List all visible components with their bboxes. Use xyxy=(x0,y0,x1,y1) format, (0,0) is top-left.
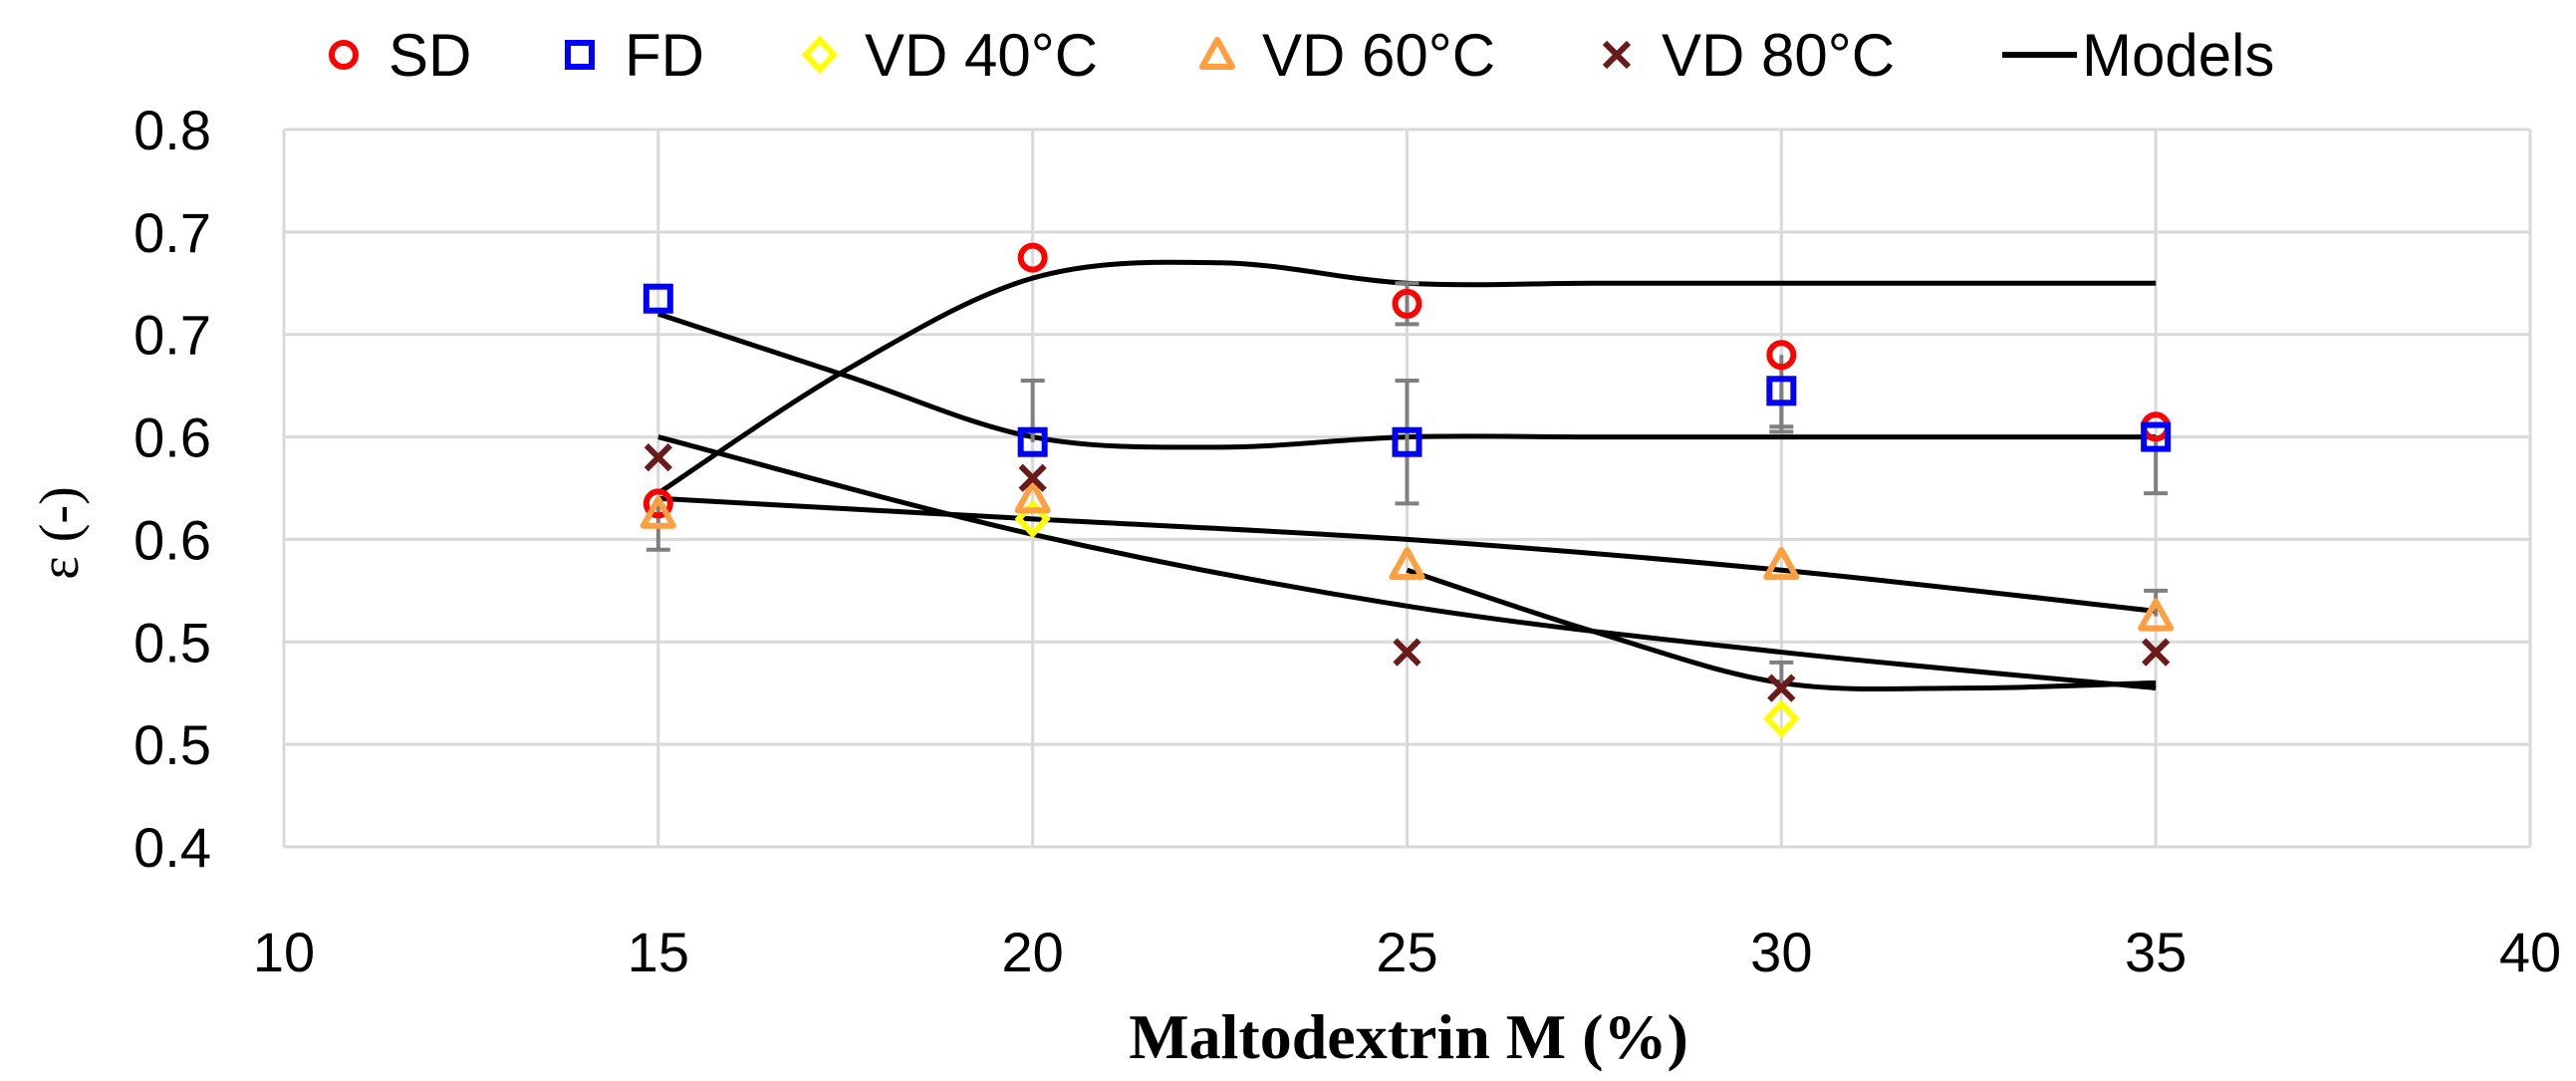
axes xyxy=(282,130,2530,849)
fd-point xyxy=(1392,426,1422,457)
sd-point xyxy=(1392,288,1422,319)
vd-80-c-point xyxy=(1018,463,1047,492)
x-axis-label: Maltodextrin M (%) xyxy=(1129,1001,1688,1072)
y-axis-label: ε (-) xyxy=(29,486,91,579)
data-points xyxy=(640,242,2175,738)
legend-label-fd: FD xyxy=(625,22,704,89)
vd-80-c-point xyxy=(1393,638,1421,667)
legend-label-vd-80-c: VD 80°C xyxy=(1662,22,1895,89)
fd-point xyxy=(643,283,673,314)
model-line xyxy=(657,434,2157,691)
vd-80-c-point xyxy=(2142,638,2171,667)
y-tick-label: 0.4 xyxy=(133,816,211,879)
vd-60-c-point xyxy=(1763,547,1800,581)
vd-60-c-point xyxy=(640,495,676,529)
legend-label-vd-40-c: VD 40°C xyxy=(865,22,1098,89)
legend-marker-vd-40-c xyxy=(801,35,839,75)
legend-label-sd: SD xyxy=(388,22,471,89)
sd-point xyxy=(1766,340,1797,371)
x-tick-label: 35 xyxy=(2125,921,2187,983)
y-tick-label: 0.7 xyxy=(133,201,211,264)
sd-point xyxy=(1017,242,1048,273)
legend-marker-fd xyxy=(565,40,595,70)
vd-80-c-point xyxy=(644,443,672,472)
fd-point xyxy=(1017,426,1048,457)
x-tick-label: 40 xyxy=(2499,921,2561,983)
vd-60-c-point xyxy=(1014,480,1051,514)
vd-80-c-point xyxy=(1767,674,1796,702)
x-tick-label: 30 xyxy=(1750,921,1812,983)
x-tick-label: 10 xyxy=(253,921,315,983)
vd-40-c-point xyxy=(1763,699,1800,738)
y-tick-label: 0.6 xyxy=(133,508,211,571)
y-tick-label: 0.7 xyxy=(133,304,211,367)
legend-label-models: Models xyxy=(2082,22,2274,89)
y-tick-label: 0.8 xyxy=(133,99,211,161)
x-tick-label: 25 xyxy=(1376,921,1437,983)
model-line xyxy=(657,495,2157,614)
sd-point xyxy=(643,488,673,519)
fd-point xyxy=(1766,376,1797,406)
fd-point xyxy=(2141,421,2172,452)
vd-60-c-point xyxy=(2138,598,2175,632)
legend: SD FD VD 40°C VD 60°C VD 80°C Models xyxy=(329,22,2274,89)
y-tick-label: 0.6 xyxy=(133,406,211,469)
vd-40-c-point xyxy=(1014,499,1051,539)
x-tick-label: 15 xyxy=(628,921,689,983)
y-tick-label: 0.5 xyxy=(133,611,211,674)
tick-labels: 0.4 0.5 0.5 0.6 0.6 0.7 0.7 0.8 10 15 20 25 30 35 40 xyxy=(133,99,2561,983)
x-tick-label: 20 xyxy=(1002,921,1064,983)
y-tick-label: 0.5 xyxy=(133,713,211,776)
vd-60-c-point xyxy=(1389,547,1425,581)
error-bars xyxy=(645,281,2169,688)
legend-marker-sd xyxy=(329,40,359,70)
legend-marker-vd-80-c xyxy=(1602,40,1632,70)
legend-label-vd-60-c: VD 60°C xyxy=(1262,22,1495,89)
legend-marker-vd-60-c xyxy=(1199,37,1235,70)
